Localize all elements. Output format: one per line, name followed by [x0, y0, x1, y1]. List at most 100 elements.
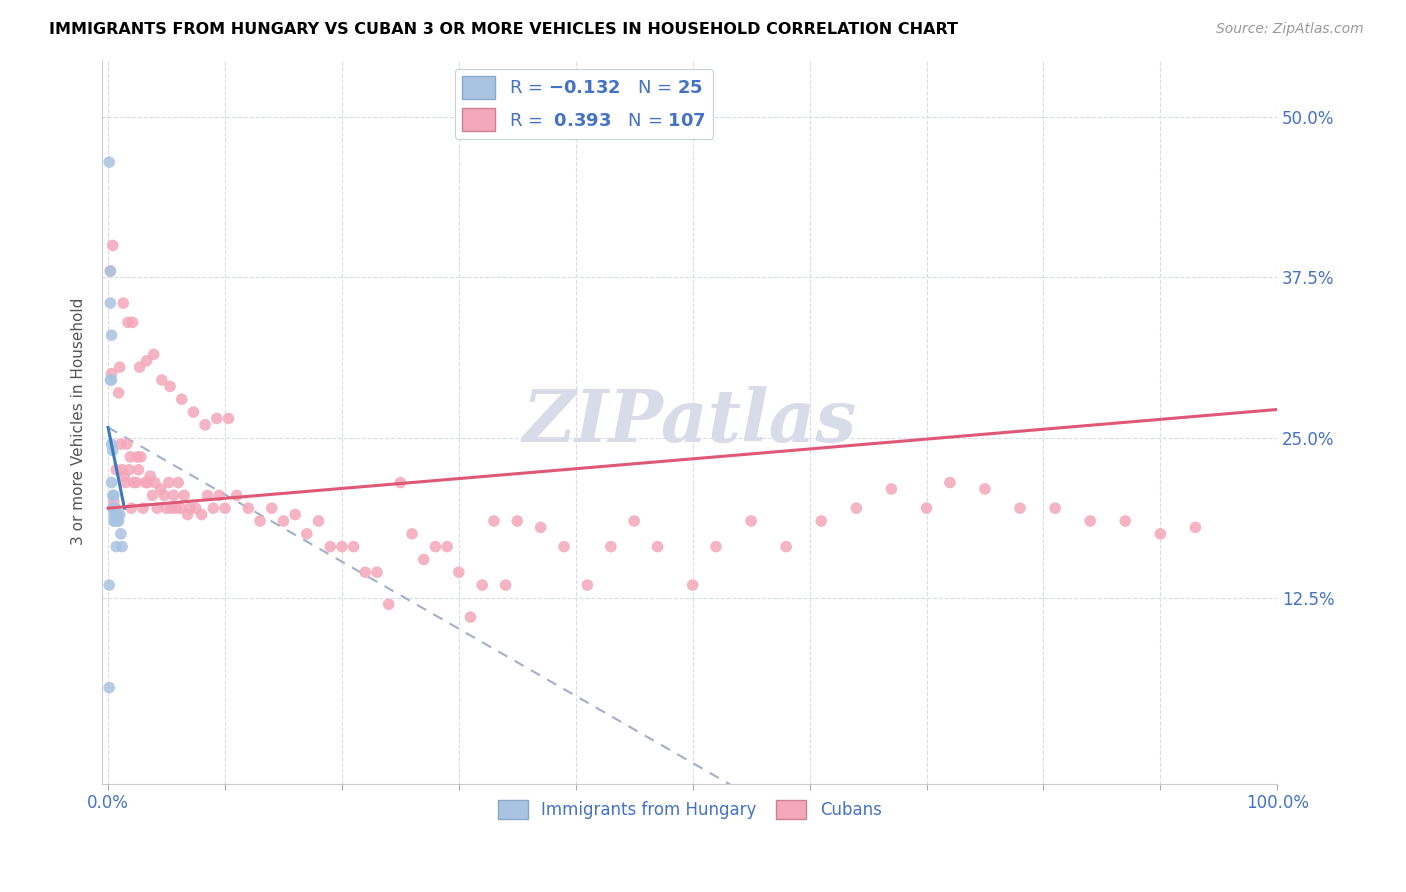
Point: [142, 347, 165, 361]
Point: [121, 315, 143, 329]
Point: [183, 405, 205, 419]
Point: [112, 469, 135, 483]
Point: [342, 540, 364, 554]
Point: [105, 508, 128, 522]
Point: [160, 501, 183, 516]
Point: [1114, 514, 1136, 528]
Point: [425, 540, 447, 554]
Point: [249, 514, 271, 528]
Point: [495, 578, 517, 592]
Point: [170, 392, 193, 407]
Point: [111, 540, 134, 554]
Point: [1149, 526, 1171, 541]
Point: [682, 578, 704, 592]
Point: [165, 501, 187, 516]
Point: [775, 540, 797, 554]
Point: [114, 475, 136, 490]
Point: [194, 417, 217, 432]
Point: [118, 463, 141, 477]
Point: [100, 296, 122, 310]
Point: [447, 566, 470, 580]
Point: [167, 475, 190, 490]
Point: [273, 514, 295, 528]
Point: [308, 514, 330, 528]
Point: [103, 495, 125, 509]
Point: [354, 566, 377, 580]
Y-axis label: 3 or more Vehicles in Household: 3 or more Vehicles in Household: [72, 298, 86, 545]
Point: [880, 482, 903, 496]
Point: [103, 508, 125, 522]
Point: [98, 578, 121, 592]
Point: [176, 508, 198, 522]
Point: [128, 360, 150, 375]
Point: [576, 578, 599, 592]
Point: [110, 437, 132, 451]
Point: [108, 360, 131, 375]
Point: [101, 488, 124, 502]
Text: Source: ZipAtlas.com: Source: ZipAtlas.com: [1216, 22, 1364, 37]
Point: [110, 526, 132, 541]
Point: [169, 501, 191, 516]
Point: [939, 475, 962, 490]
Point: [553, 540, 575, 554]
Point: [98, 155, 121, 169]
Point: [162, 488, 184, 502]
Point: [134, 475, 156, 490]
Point: [135, 353, 157, 368]
Point: [218, 411, 240, 425]
Point: [225, 488, 247, 502]
Point: [100, 328, 122, 343]
Point: [111, 463, 134, 477]
Point: [389, 475, 412, 490]
Point: [401, 526, 423, 541]
Point: [103, 488, 125, 502]
Point: [238, 501, 260, 516]
Point: [103, 514, 125, 528]
Point: [127, 450, 149, 464]
Point: [205, 411, 228, 425]
Point: [173, 488, 195, 502]
Point: [105, 540, 128, 554]
Point: [159, 379, 181, 393]
Point: [155, 501, 177, 516]
Point: [599, 540, 621, 554]
Point: [129, 450, 152, 464]
Point: [149, 482, 172, 496]
Point: [104, 501, 127, 516]
Point: [120, 501, 142, 516]
Point: [150, 373, 173, 387]
Point: [141, 488, 163, 502]
Point: [530, 520, 553, 534]
Point: [139, 469, 162, 483]
Point: [208, 488, 231, 502]
Point: [153, 488, 176, 502]
Point: [197, 488, 219, 502]
Point: [202, 501, 225, 516]
Point: [974, 482, 997, 496]
Point: [377, 597, 399, 611]
Point: [100, 475, 122, 490]
Point: [1008, 501, 1031, 516]
Point: [100, 437, 122, 451]
Point: [412, 552, 434, 566]
Point: [915, 501, 938, 516]
Text: ZIPatlas: ZIPatlas: [523, 386, 856, 458]
Point: [810, 514, 832, 528]
Point: [284, 508, 307, 522]
Point: [115, 437, 138, 451]
Point: [460, 610, 482, 624]
Point: [623, 514, 645, 528]
Point: [1078, 514, 1101, 528]
Point: [107, 508, 129, 522]
Point: [107, 514, 129, 528]
Point: [319, 540, 342, 554]
Point: [101, 501, 124, 516]
Point: [143, 475, 166, 490]
Point: [101, 443, 124, 458]
Point: [184, 501, 207, 516]
Point: [471, 578, 494, 592]
Point: [112, 296, 135, 310]
Point: [100, 373, 122, 387]
Point: [647, 540, 669, 554]
Point: [214, 501, 236, 516]
